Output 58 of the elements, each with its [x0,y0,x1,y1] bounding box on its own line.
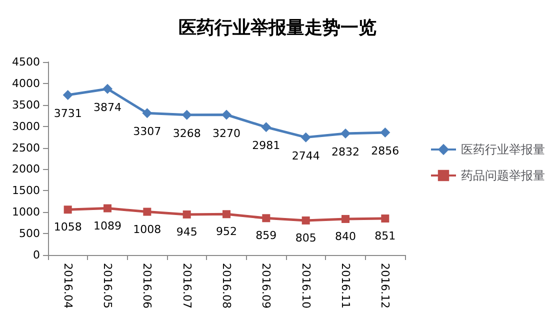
data-label: 3270 [212,126,240,140]
x-tick-label: 2016.05 [101,263,114,308]
data-label: 805 [295,231,316,244]
y-tick-label: 2000 [12,162,40,176]
x-tick-label: 2016.12 [378,263,392,308]
point [380,128,390,138]
y-tick-label: 2500 [12,141,40,154]
y-tick-label: 1500 [12,184,40,198]
data-label: 1089 [94,219,122,232]
x-tick-label: 2016.06 [140,263,154,308]
x-tick-label: 2016.09 [260,263,273,308]
point [62,90,73,100]
chart-title: 医药行业举报量走势一览 [178,18,376,38]
point [104,204,112,212]
y-tick-label: 0 [33,248,40,262]
data-label: 945 [176,225,198,238]
y-tick-label: 4000 [12,76,40,90]
point [102,84,112,94]
point [142,108,152,118]
legend-label: 医药行业举报量 [461,142,545,156]
data-label: 3731 [54,106,82,120]
x-tick-label: 2016.07 [180,263,194,308]
point [342,214,350,223]
point [381,214,390,222]
data-label: 840 [335,230,356,243]
y-tick-label: 4500 [12,56,40,68]
y-tick-label: 500 [19,227,40,240]
point [64,206,72,214]
point [340,128,350,139]
legend-label: 药品问题举报量 [461,168,545,182]
data-label: 3874 [94,100,122,114]
point [222,110,232,120]
x-tick-label: 2016.11 [339,263,352,308]
data-label: 3307 [133,125,162,138]
y-tick-label: 1000 [12,206,40,219]
point [143,208,152,216]
data-label: 2832 [332,146,360,159]
data-label: 2856 [371,144,400,158]
point [262,214,270,222]
data-label: 2981 [252,139,280,152]
data-label: 952 [216,225,237,238]
data-label: 1058 [54,220,82,234]
x-tick-label: 2016.08 [220,263,233,308]
data-label: 859 [256,229,277,242]
x-tick-label: 2016.10 [299,263,312,308]
y-tick-label: 3000 [12,120,40,133]
point [261,122,272,132]
data-label: 3268 [172,126,201,140]
point [300,132,311,142]
data-label: 851 [374,230,396,242]
y-tick-label: 3500 [12,98,40,112]
point [302,216,310,224]
point [182,110,192,120]
data-label: 2744 [292,149,320,162]
x-tick-label: 2016.04 [61,263,74,308]
data-label: 1008 [133,222,162,236]
point [222,210,230,218]
point [182,210,191,218]
